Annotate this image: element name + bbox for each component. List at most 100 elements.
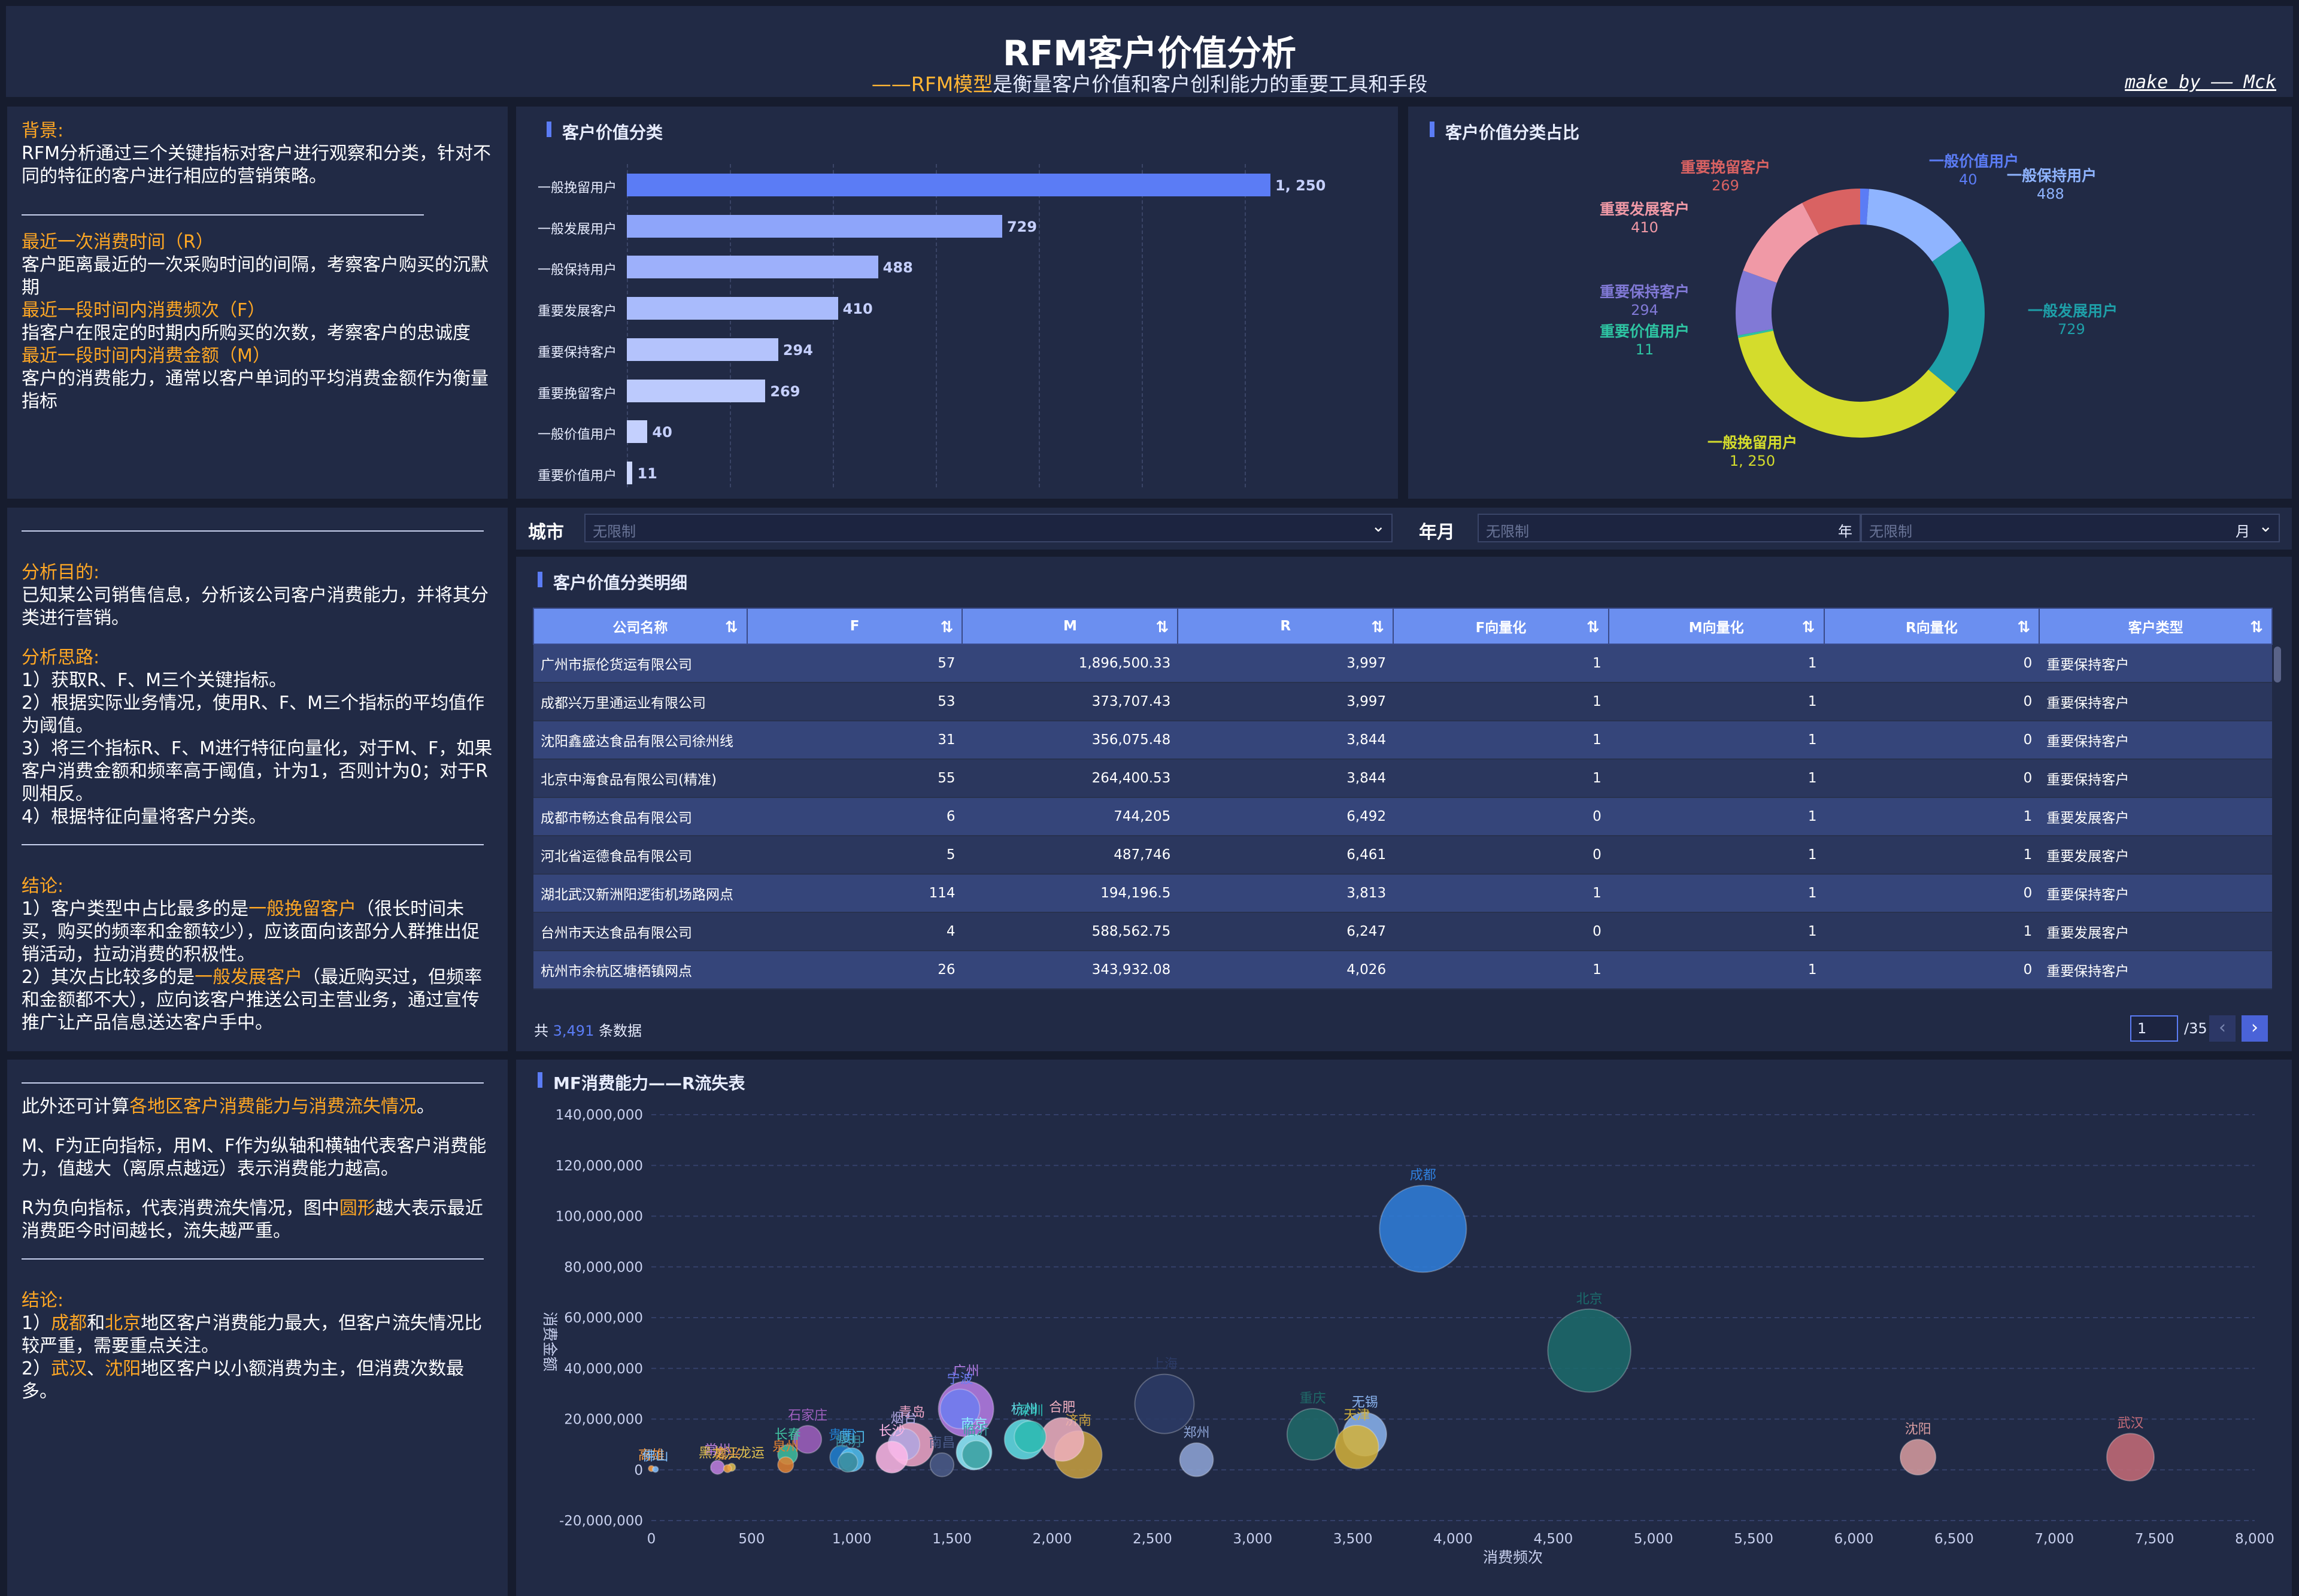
background-text: RFM分析通过三个关键指标对客户进行观察和分类，针对不同的特征的客户进行相应的营… <box>22 143 491 187</box>
scatter-point-label: 昆明 <box>835 1435 861 1450</box>
prev-page-button[interactable]: ‹ <box>2209 1015 2236 1042</box>
table-row[interactable]: 广州市振伦货运有限公司 57 1,896,500.33 3,997 1 1 0 重要保持客户 <box>533 644 2272 683</box>
donut-slice[interactable] <box>1738 330 1957 438</box>
scatter-point-label: 厦门 <box>839 1431 865 1446</box>
grid-line <box>1039 164 1040 487</box>
scatter-point[interactable] <box>777 1456 794 1473</box>
year-filter-select[interactable]: 无限制 年 <box>1478 514 1861 542</box>
bar[interactable] <box>627 461 633 484</box>
r-explanation-highlight: 圆形 <box>339 1198 375 1219</box>
table-footer-prefix: 共 <box>534 1022 548 1039</box>
table-row[interactable]: 北京中海食品有限公司(精准) 55 264,400.53 3,844 1 1 0 重要保持客户 <box>533 759 2272 798</box>
scatter-point[interactable] <box>837 1452 859 1473</box>
city-filter-select[interactable]: 无限制 ⌄ <box>584 514 1393 542</box>
donut-chart-panel: 客户价值分类占比 一般价值用户 40 一般保持用户 488 一般发展用户 729 一般挽留用… <box>1408 107 2292 499</box>
table-cell: 0 <box>1824 721 2040 760</box>
scatter-point[interactable] <box>929 1452 955 1477</box>
table-cell: 3,997 <box>1178 682 1394 721</box>
donut-slice[interactable] <box>1736 270 1778 336</box>
table-header-cell[interactable]: 公司名称 ⇅ <box>533 608 748 645</box>
scatter-point[interactable] <box>1899 1439 1937 1476</box>
scatter-point[interactable] <box>1134 1373 1195 1434</box>
page-count: /35 <box>2184 1020 2207 1037</box>
table-row[interactable]: 成都市畅达食品有限公司 6 744,205 6,492 0 1 1 重要发展客户 <box>533 797 2272 836</box>
scatter-point[interactable] <box>939 1388 981 1430</box>
donut-slice-label: 一般挽留用户 <box>1707 434 1797 451</box>
scatter-point[interactable] <box>962 1440 991 1469</box>
bar[interactable] <box>627 174 1270 196</box>
table-cell: 0 <box>1824 682 2040 721</box>
month-filter-select[interactable]: 无限制 月 ⌄ <box>1861 514 2280 542</box>
bar[interactable] <box>627 379 766 402</box>
scatter-point-label: 临沂 <box>963 1424 989 1439</box>
bar[interactable] <box>627 256 878 279</box>
scatter-point[interactable] <box>2106 1433 2155 1482</box>
table-cell: 1 <box>1608 759 1824 798</box>
table-cell: 重要保持客户 <box>2039 721 2272 760</box>
scatter-point[interactable] <box>1039 1417 1085 1462</box>
table-header-cell[interactable]: M ⇅ <box>962 608 1179 645</box>
sort-icon[interactable]: ⇅ <box>940 618 954 636</box>
scatter-point[interactable] <box>1379 1185 1467 1273</box>
bar[interactable] <box>627 338 778 361</box>
rc1-city-2: 北京 <box>105 1313 141 1334</box>
column-header-label: F <box>850 618 860 634</box>
sort-icon[interactable]: ⇅ <box>1587 618 1600 636</box>
donut-slice[interactable] <box>1743 202 1819 284</box>
scatter-point[interactable] <box>723 1464 732 1473</box>
donut-slice[interactable] <box>1737 329 1773 338</box>
scatter-point[interactable] <box>1179 1442 1214 1477</box>
sort-icon[interactable]: ⇅ <box>2017 618 2031 636</box>
bar[interactable] <box>627 297 838 320</box>
table-cell: 1 <box>1608 836 1824 875</box>
column-header-label: F向量化 <box>1475 620 1527 636</box>
donut-slice[interactable] <box>1928 241 1985 393</box>
grid-line <box>627 164 628 487</box>
table-header-cell[interactable]: R向量化 ⇅ <box>1823 608 2040 645</box>
page-input[interactable]: 1 <box>2130 1015 2178 1042</box>
scatter-point[interactable] <box>793 1425 823 1454</box>
donut-chart-title: 客户价值分类占比 <box>1429 120 1579 144</box>
sort-icon[interactable]: ⇅ <box>1801 618 1815 636</box>
rc2-sep: 、 <box>87 1358 105 1379</box>
sort-icon[interactable]: ⇅ <box>724 618 738 636</box>
background-panel: 背景: RFM分析通过三个关键指标对客户进行观察和分类，针对不同的特征的客户进行… <box>7 107 508 499</box>
table-row[interactable]: 河北省运德食品有限公司 5 487,746 6,461 0 1 1 重要发展客户 <box>533 836 2272 875</box>
table-scrollbar[interactable] <box>2274 647 2281 682</box>
table-header-cell[interactable]: R ⇅ <box>1177 608 1394 645</box>
table-header-cell[interactable]: 客户类型 ⇅ <box>2039 608 2273 645</box>
scatter-point[interactable] <box>1547 1308 1631 1393</box>
scatter-point[interactable] <box>1286 1408 1339 1461</box>
grid-line <box>833 164 834 487</box>
scatter-point[interactable] <box>651 1465 659 1473</box>
subtitle-highlight: RFM模型 <box>911 72 993 96</box>
table-cell: 487,746 <box>962 836 1178 875</box>
table-header-cell[interactable]: F ⇅ <box>746 608 963 645</box>
sort-icon[interactable]: ⇅ <box>2250 618 2263 636</box>
sort-icon[interactable]: ⇅ <box>1155 618 1169 636</box>
scatter-point-label: 佛山 <box>642 1449 669 1464</box>
scatter-point[interactable] <box>1334 1424 1379 1470</box>
scatter-point[interactable] <box>875 1440 909 1474</box>
table-row[interactable]: 湖北武汉新洲阳逻街机场路网点 114 194,196.5 3,813 1 1 0 重要保持客户 <box>533 874 2272 913</box>
bar[interactable] <box>627 214 1002 238</box>
conclusion-1-highlight: 一般挽留客户 <box>248 899 357 920</box>
table-cell: 1 <box>1393 951 1609 990</box>
sort-icon[interactable]: ⇅ <box>1371 618 1385 636</box>
table-row[interactable]: 沈阳鑫盛达食品有限公司徐州线 31 356,075.48 3,844 1 1 0 重要保持客户 <box>533 721 2272 760</box>
next-page-button[interactable]: › <box>2242 1015 2268 1042</box>
y-tick-label: 0 <box>634 1463 643 1478</box>
table-cell: 588,562.75 <box>962 912 1178 951</box>
bar[interactable] <box>627 420 648 444</box>
table-header-cell[interactable]: M向量化 ⇅ <box>1608 608 1825 645</box>
table-row[interactable]: 成都兴万里通运业有限公司 53 373,707.43 3,997 1 1 0 重要保持客户 <box>533 682 2272 721</box>
table-header-cell[interactable]: F向量化 ⇅ <box>1393 608 1609 645</box>
donut-slice[interactable] <box>1802 189 1861 235</box>
donut-slice[interactable] <box>1866 189 1962 262</box>
table-row[interactable]: 杭州市余杭区塘栖镇网点 26 343,932.08 4,026 1 1 0 重要保持客户 <box>533 951 2272 990</box>
x-tick-label: 5,500 <box>1734 1531 1773 1547</box>
scatter-point[interactable] <box>1014 1420 1047 1454</box>
city-filter-value: 无限制 <box>593 523 636 540</box>
scatter-point[interactable] <box>709 1460 726 1475</box>
table-row[interactable]: 台州市天达食品有限公司 4 588,562.75 6,247 0 1 1 重要发展客户 <box>533 912 2272 951</box>
